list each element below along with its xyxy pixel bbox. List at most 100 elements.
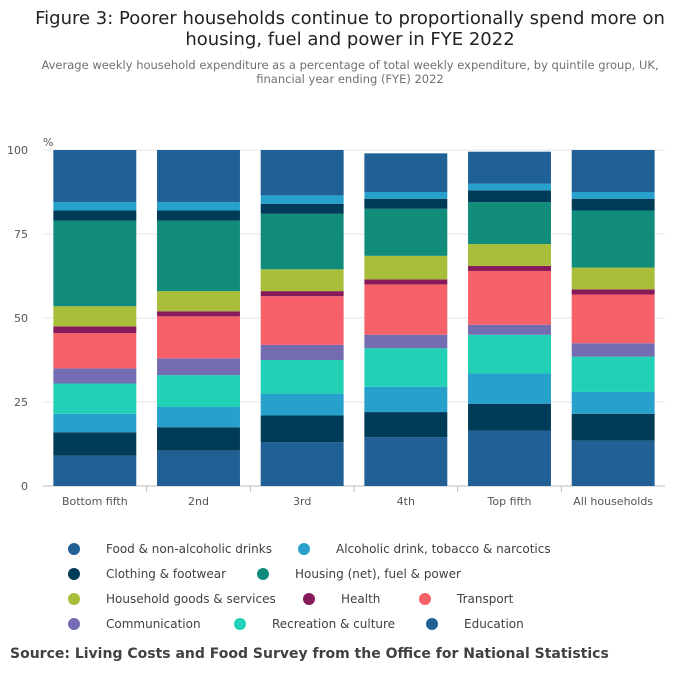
chart-title-line-2: housing, fuel and power in FYE 2022 (185, 29, 515, 50)
bar-segment (364, 208, 448, 256)
bar-segment (571, 294, 655, 344)
legend-swatch (68, 618, 80, 630)
bar-segment (571, 198, 655, 211)
bar-segment (53, 220, 137, 307)
legend-swatch (257, 568, 269, 580)
bar-segment (364, 192, 448, 199)
bar-segment (571, 150, 655, 192)
bar-segment (157, 311, 240, 317)
chart-subtitle-line-2: financial year ending (FYE) 2022 (256, 72, 444, 86)
legend-item[interactable]: Housing (net), fuel & power (257, 567, 461, 581)
legend-label: Alcoholic drink, tobacco & narcotics (336, 542, 551, 556)
x-tick-label: 3rd (293, 495, 311, 508)
bar-segment (571, 289, 655, 295)
legend-item[interactable]: Transport (419, 592, 513, 606)
bar-segment (260, 291, 344, 297)
legend-item[interactable]: Communication (68, 617, 201, 631)
x-tick-label: 4th (397, 495, 415, 508)
bar-segment (157, 316, 240, 359)
bar-segment (571, 267, 655, 290)
legend-swatch (419, 593, 431, 605)
legend-label: Clothing & footwear (106, 567, 227, 581)
legend-item[interactable]: Alcoholic drink, tobacco & narcotics (298, 542, 551, 556)
legend-swatch (68, 568, 80, 580)
legend-item[interactable]: Household goods & services (68, 592, 276, 606)
bar-segment (157, 427, 240, 451)
bar-segment (571, 192, 655, 199)
bar-segment (571, 343, 655, 357)
legend-label: Recreation & culture (272, 617, 396, 631)
bar-segment (364, 279, 448, 285)
bar-segment (468, 190, 551, 203)
bar-segment (260, 415, 344, 443)
bar-segment (157, 210, 240, 221)
legend-swatch (68, 543, 80, 555)
bar-segment (157, 358, 240, 376)
bar-segment (53, 432, 137, 456)
legend-swatch (426, 618, 438, 630)
bar-segment (364, 386, 448, 413)
y-tick-label: 100 (7, 144, 28, 157)
legend-swatch (234, 618, 246, 630)
bar-segment (468, 373, 551, 404)
chart-subtitle-line-1: Average weekly household expenditure as … (41, 58, 659, 72)
bar-segment (260, 360, 344, 394)
x-tick-label: 2nd (188, 495, 209, 508)
y-tick-label: 75 (14, 228, 28, 241)
bar-segment (53, 333, 137, 369)
legend-label: Housing (net), fuel & power (295, 567, 461, 581)
bar-segment (468, 334, 551, 374)
bar-segment (157, 450, 240, 486)
bar-segment (157, 202, 240, 211)
bar-segment (364, 255, 448, 280)
legend-item[interactable]: Clothing & footwear (68, 567, 226, 581)
bar-segment (53, 210, 137, 221)
bar-segment (260, 203, 344, 214)
chart-subtitle: Average weekly household expenditure as … (20, 58, 680, 86)
bar-segment (157, 291, 240, 312)
bar-segment (571, 356, 655, 392)
bar-segment (364, 412, 448, 438)
x-tick-label: Bottom fifth (62, 495, 128, 508)
bar-segment (468, 324, 551, 335)
bar-segment (260, 150, 344, 196)
legend-item[interactable]: Food & non-alcoholic drinks (68, 542, 272, 556)
legend-item[interactable]: Health (303, 592, 380, 606)
bar-segment (260, 344, 344, 360)
bar-segment (260, 442, 344, 486)
bar-segment (364, 334, 448, 349)
bar-segment (53, 368, 137, 384)
bar-segment (53, 455, 137, 486)
bar-segment (468, 270, 551, 325)
bar-segment (53, 306, 137, 327)
bar-segment (468, 430, 551, 486)
bar-segment (53, 326, 137, 334)
bar-segment (468, 183, 551, 191)
bar-segment (364, 437, 448, 486)
legend-label: Health (341, 592, 381, 606)
legend-label: Education (464, 617, 524, 631)
bar-segment (364, 348, 448, 387)
bar-segment (53, 150, 137, 203)
x-tick-label: Top fifth (487, 495, 532, 508)
legend-item[interactable]: Recreation & culture (234, 617, 395, 631)
bar-segment (468, 244, 551, 266)
legend-label: Household goods & services (106, 592, 276, 606)
bar-segment (468, 202, 551, 245)
bar-segment (157, 150, 240, 203)
bar-segment (260, 393, 344, 416)
legend-item[interactable]: Education (426, 617, 524, 631)
bar-segment (260, 195, 344, 204)
y-axis-label: % (43, 136, 53, 149)
legend-label: Transport (457, 592, 514, 606)
bar-segment (364, 284, 448, 335)
bar-segment (571, 440, 655, 486)
bar-segment (260, 269, 344, 292)
chart-title-line-1: Figure 3: Poorer households continue to … (35, 8, 665, 29)
bar-segment (157, 375, 240, 408)
bar-segment (571, 210, 655, 268)
bar-segment (53, 413, 137, 433)
bar-segment (53, 383, 137, 414)
bar-segment (364, 198, 448, 209)
